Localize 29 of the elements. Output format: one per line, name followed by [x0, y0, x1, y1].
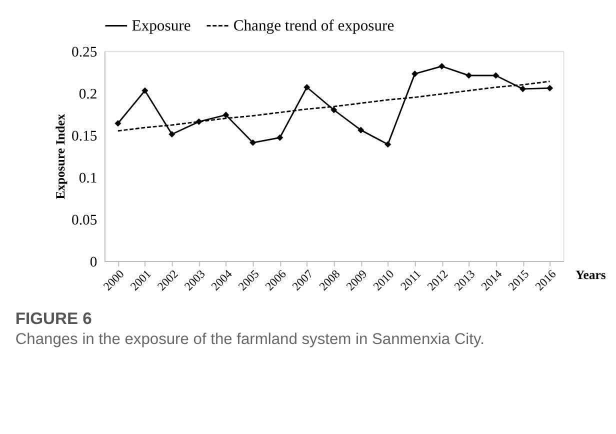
legend-label: Change trend of exposure	[233, 18, 394, 35]
y-tick-label: 0.15	[72, 128, 98, 144]
y-tick-label: 0.05	[72, 212, 98, 228]
x-axis-title: Years	[575, 268, 606, 282]
point	[168, 130, 176, 138]
legend-label: Exposure	[132, 18, 191, 35]
text: Changes in the exposure of the farmland system in Sanmenxia City.	[15, 330, 484, 348]
point	[546, 84, 554, 92]
text: FIGURE 6	[15, 309, 92, 328]
y-tick-label: 0.2	[78, 86, 98, 102]
point	[358, 126, 364, 134]
point	[142, 87, 148, 94]
point	[222, 112, 230, 118]
point	[330, 106, 338, 114]
point	[384, 141, 392, 148]
point	[492, 72, 500, 79]
y-tick-label: 0.25	[72, 44, 98, 61]
point	[304, 84, 310, 91]
point	[438, 62, 446, 70]
y-axis-title: Exposure Index	[54, 113, 68, 200]
y-tick-label: 0	[90, 254, 98, 270]
point	[196, 118, 202, 125]
point	[114, 120, 122, 127]
point	[520, 86, 526, 92]
point	[276, 134, 284, 141]
point	[412, 70, 418, 78]
y-tick-label: 0.1	[78, 170, 98, 186]
point	[466, 72, 472, 79]
point	[250, 139, 256, 146]
